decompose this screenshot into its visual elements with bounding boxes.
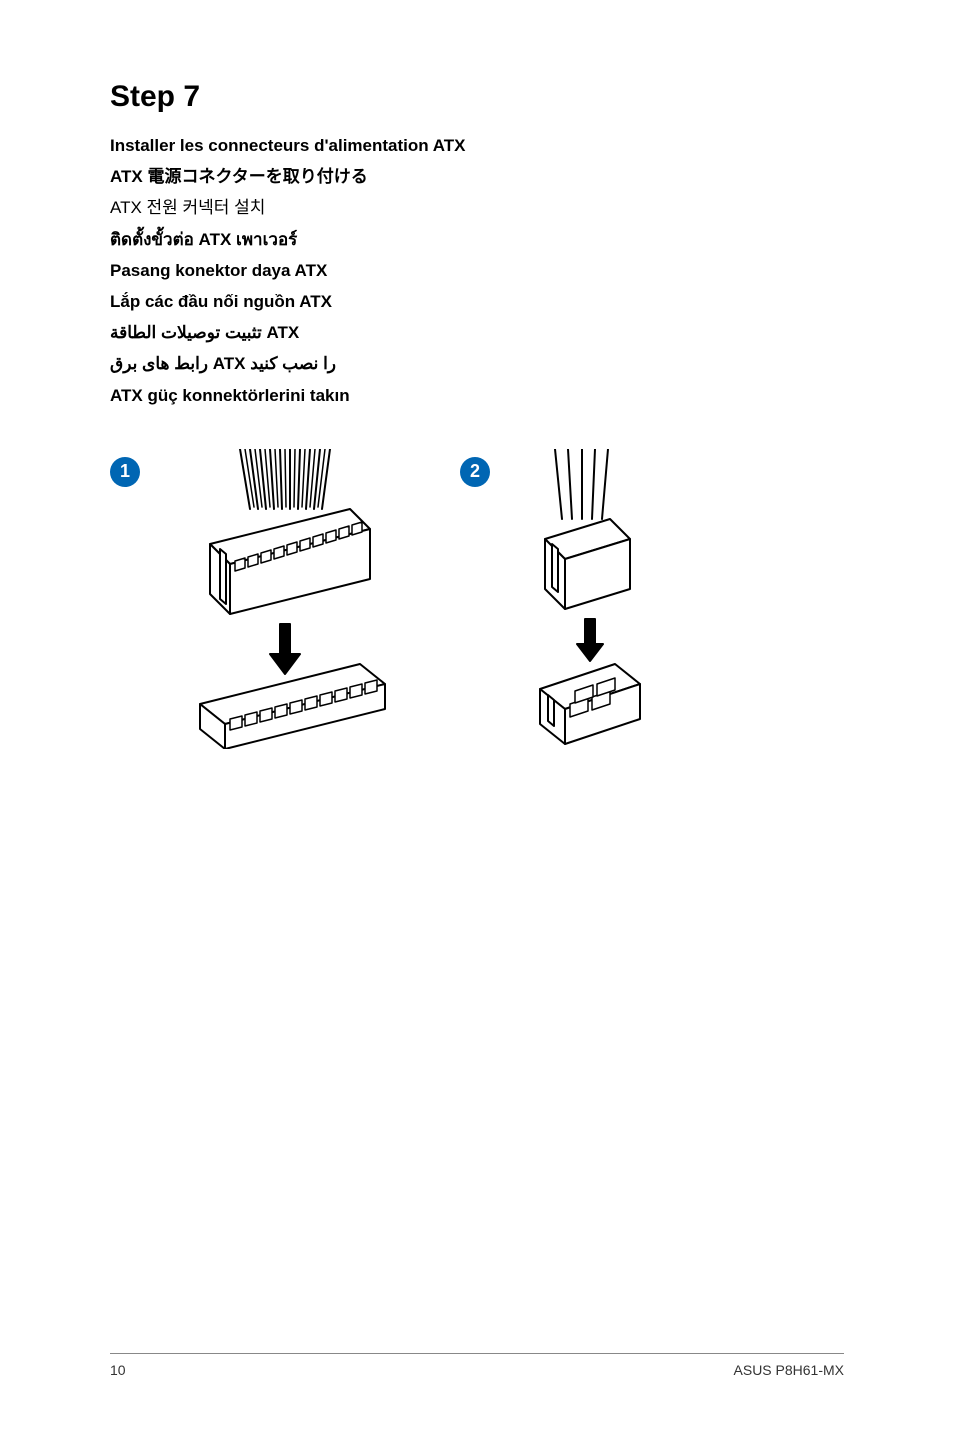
language-list: Installer les connecteurs d'alimentation… xyxy=(110,132,844,409)
step-title: Step 7 xyxy=(110,80,844,114)
badge-1: 1 xyxy=(110,457,140,487)
page-footer: 10 ASUS P8H61-MX xyxy=(110,1353,844,1378)
diagram-2: 2 xyxy=(460,449,670,749)
lang-vi: Lắp các đầu nối nguồn ATX xyxy=(110,288,844,315)
diagram-row: 1 xyxy=(110,449,844,749)
atx-24pin-illustration xyxy=(150,449,410,749)
diagram-1: 1 xyxy=(110,449,410,749)
page-number: 10 xyxy=(110,1362,126,1378)
atx-4pin-illustration xyxy=(500,449,670,749)
lang-tr: ATX güç konnektörlerini takın xyxy=(110,382,844,409)
lang-ja: ATX 電源コネクターを取り付ける xyxy=(110,163,844,190)
product-model: ASUS P8H61-MX xyxy=(734,1362,844,1378)
lang-ko: ATX 전원 커넥터 설치 xyxy=(110,194,844,221)
lang-ar: تثبيت توصيلات الطاقة ATX xyxy=(110,319,844,346)
lang-fr: Installer les connecteurs d'alimentation… xyxy=(110,132,844,159)
lang-fa: رابط های برق ATX را نصب کنید xyxy=(110,350,844,377)
badge-2: 2 xyxy=(460,457,490,487)
lang-th: ติดตั้งขั้วต่อ ATX เพาเวอร์ xyxy=(110,226,844,253)
lang-id: Pasang konektor daya ATX xyxy=(110,257,844,284)
